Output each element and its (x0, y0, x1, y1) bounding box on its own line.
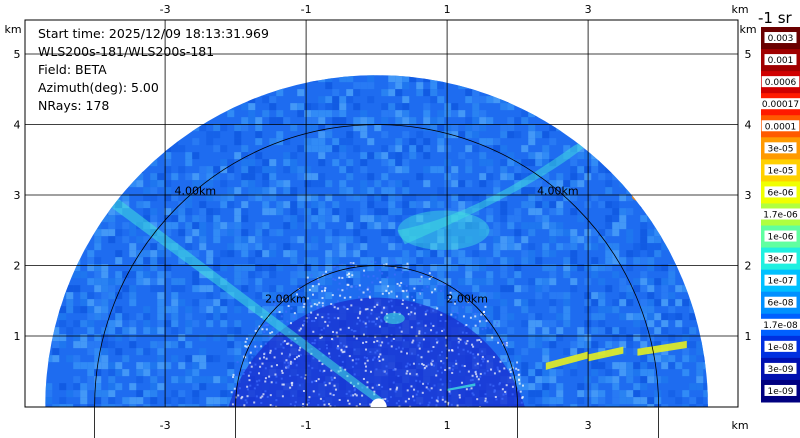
axis-unit-label: km (4, 23, 21, 36)
colorbar-label: 3e-07 (768, 255, 794, 265)
colorbar-label-bg (764, 340, 797, 352)
plot-info-block: Start time: 2025/12/09 18:13:31.969 WLS2… (38, 25, 269, 115)
colorbar-units-label: -1 sr (758, 9, 792, 27)
colorbar-label-bg (764, 142, 797, 154)
colorbar-label: 1.7e-06 (763, 211, 798, 221)
colorbar-label: 0.00017 (762, 100, 799, 110)
y-tick-label-right: 4 (745, 119, 752, 132)
colorbar-label: 3e-09 (768, 365, 794, 375)
x-tick-label-bottom: -3 (160, 419, 171, 432)
colorbar-label-bg (761, 120, 800, 132)
nrays-label: NRays: 178 (38, 98, 110, 113)
x-tick-label-top: -1 (301, 3, 312, 16)
x-tick-label-bottom: 3 (585, 419, 592, 432)
colorbar-label-bg (764, 384, 797, 396)
range-rings: 2.00km 2.00km 4.00km 4.00km (94, 124, 659, 438)
range-ring-label: 4.00km (175, 184, 217, 197)
colorbar-label: 1e-07 (768, 277, 794, 287)
colorbar-label-bg (758, 318, 800, 330)
axis-unit-label: km (731, 3, 748, 16)
range-ring (94, 124, 659, 438)
range-ring (235, 265, 518, 438)
y-tick-label-left: 3 (14, 189, 21, 202)
colorbar-label-bg (764, 164, 797, 176)
colorbar-label: 1e-05 (768, 166, 794, 176)
y-tick-label-right: 3 (745, 189, 752, 202)
axis-ticks: -3 -3 -1 -1 1 1 3 3 1 1 2 2 3 3 4 4 5 5 km km km km (4, 3, 756, 432)
colorbar-label-bg (764, 54, 797, 66)
y-tick-label-left: 5 (14, 48, 21, 61)
y-tick-label-right: 2 (745, 260, 752, 273)
x-tick-label-top: 3 (585, 3, 592, 16)
axis-unit-label: km (731, 419, 748, 432)
colorbar-label-bg (758, 208, 800, 220)
colorbar-label: 1e-06 (768, 233, 794, 243)
start-time-label: Start time: 2025/12/09 18:13:31.969 (38, 26, 269, 41)
field-label: Field: BETA (38, 62, 107, 77)
instrument-label: WLS200s-181/WLS200s-181 (38, 44, 215, 59)
colorbar-label: 0.0001 (765, 122, 797, 132)
colorbar-label-bg (764, 274, 797, 286)
axis-unit-label: km (739, 23, 756, 36)
azimuth-label: Azimuth(deg): 5.00 (38, 80, 159, 95)
range-ring-label: 2.00km (446, 292, 488, 305)
y-tick-label-right: 1 (745, 330, 752, 343)
colorbar-label-bg (764, 32, 797, 44)
colorbar-label: 6e-08 (768, 299, 794, 309)
colorbar-label-bg (761, 76, 800, 88)
y-tick-label-left: 2 (14, 260, 21, 273)
colorbar-label: 3e-05 (768, 144, 794, 154)
colorbar-label-bg (764, 252, 797, 264)
y-tick-label-left: 1 (14, 330, 21, 343)
colorbar-label: 1e-08 (768, 343, 794, 353)
colorbar-label-bg (764, 362, 797, 374)
colorbar-label: 0.0006 (765, 78, 797, 88)
colorbar: 0.003 0.001 0.0006 0.00017 0.0001 3e-05 1e-05 6… (758, 27, 800, 403)
x-tick-label-top: -3 (160, 3, 171, 16)
colorbar-label: 0.001 (768, 56, 794, 66)
colorbar-label: 1.7e-08 (763, 321, 798, 331)
x-tick-label-bottom: -1 (301, 419, 312, 432)
colorbar-label-bg (764, 186, 797, 198)
x-tick-label-bottom: 1 (444, 419, 451, 432)
colorbar-label-bg (764, 296, 797, 308)
colorbar-label-bg (758, 98, 800, 110)
x-tick-label-top: 1 (444, 3, 451, 16)
y-tick-label-right: 5 (745, 48, 752, 61)
colorbar-label: 6e-06 (768, 188, 794, 198)
y-tick-label-left: 4 (14, 119, 21, 132)
colorbar-label-bg (764, 230, 797, 242)
colorbar-label: 0.003 (768, 34, 794, 44)
range-ring-label: 2.00km (265, 292, 307, 305)
colorbar-label: 1e-09 (768, 387, 794, 397)
range-ring-label: 4.00km (537, 184, 579, 197)
